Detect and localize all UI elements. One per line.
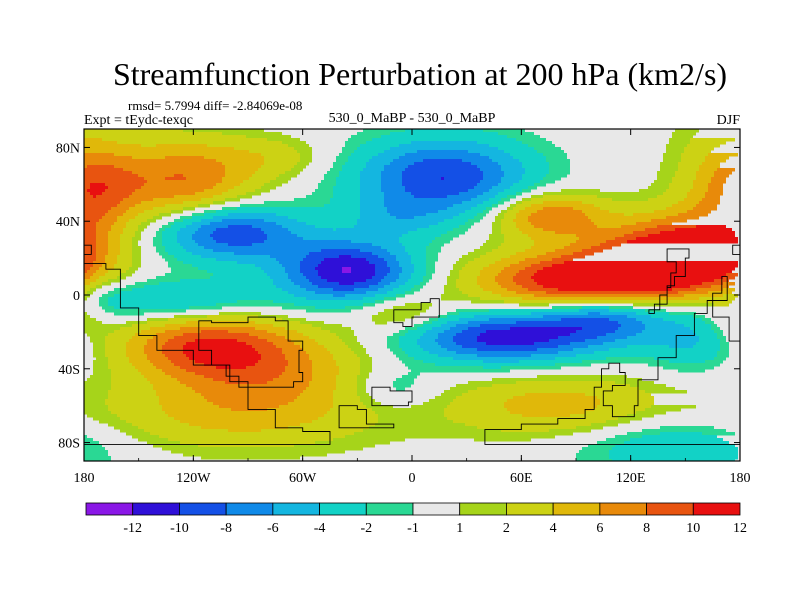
x-tick-label: 180 [730, 471, 751, 486]
colorbar-label: 12 [733, 521, 747, 536]
colorbar-swatch [506, 502, 554, 516]
x-tick-label: 120E [616, 471, 646, 486]
colorbar-label: -8 [220, 521, 232, 536]
x-tick-label: 180 [74, 471, 95, 486]
colorbar-swatch [319, 502, 367, 516]
colorbar-swatch [85, 502, 134, 516]
colorbar-label: -4 [314, 521, 326, 536]
y-tick-label: 40N [56, 215, 80, 230]
colorbar-swatch [132, 502, 180, 516]
y-tick-label: 80S [58, 437, 80, 452]
experiment-label: Expt = tEydc-texqc [84, 113, 193, 128]
season-label: DJF [717, 113, 741, 128]
colorbar-label: 2 [503, 521, 510, 536]
colorbar-label: -1 [407, 521, 419, 536]
coastline-outline [83, 244, 741, 445]
colorbar-swatch [365, 502, 414, 516]
x-tick-label: 120W [176, 471, 211, 486]
colorbar-label: 1 [456, 521, 463, 536]
x-tick-label: 60W [289, 471, 317, 486]
colorbar-label: -6 [267, 521, 279, 536]
colorbar-label: -2 [360, 521, 372, 536]
colorbar-swatch [646, 502, 694, 516]
colorbar-label: -12 [123, 521, 142, 536]
colorbar-label: 10 [686, 521, 700, 536]
x-tick-label: 0 [409, 471, 416, 486]
y-tick-label: 80N [56, 141, 80, 156]
axes: 180 120W 60W 0 60E 120E 180 80N 40N 0 40S 80S [56, 129, 751, 486]
colorbar-swatch [459, 502, 507, 516]
colorbar-label: 8 [643, 521, 650, 536]
colorbar-swatch [599, 502, 647, 516]
colorbar-swatch [272, 502, 320, 516]
colorbar-swatch [692, 502, 741, 516]
comparison-label: 530_0_MaBP - 530_0_MaBP [329, 111, 496, 126]
colorbar-label: 6 [596, 521, 603, 536]
colorbar: -12 -10 -8 -6 -4 -2 -1 1 2 4 6 8 10 12 [85, 502, 747, 536]
colorbar-swatch [179, 502, 227, 516]
colorbar-label: 4 [550, 521, 557, 536]
colorbar-label: -10 [170, 521, 189, 536]
chart-title: Streamfunction Perturbation at 200 hPa (… [113, 56, 727, 92]
x-tick-label: 60E [510, 471, 533, 486]
contour-map [84, 129, 740, 462]
y-tick-label: 40S [58, 363, 80, 378]
y-tick-label: 0 [73, 289, 80, 304]
colorbar-swatch [225, 502, 274, 516]
colorbar-swatch [412, 502, 461, 516]
colorbar-swatch [552, 502, 601, 516]
stats-label: rmsd= 5.7994 diff= -2.84069e-08 [128, 98, 302, 113]
